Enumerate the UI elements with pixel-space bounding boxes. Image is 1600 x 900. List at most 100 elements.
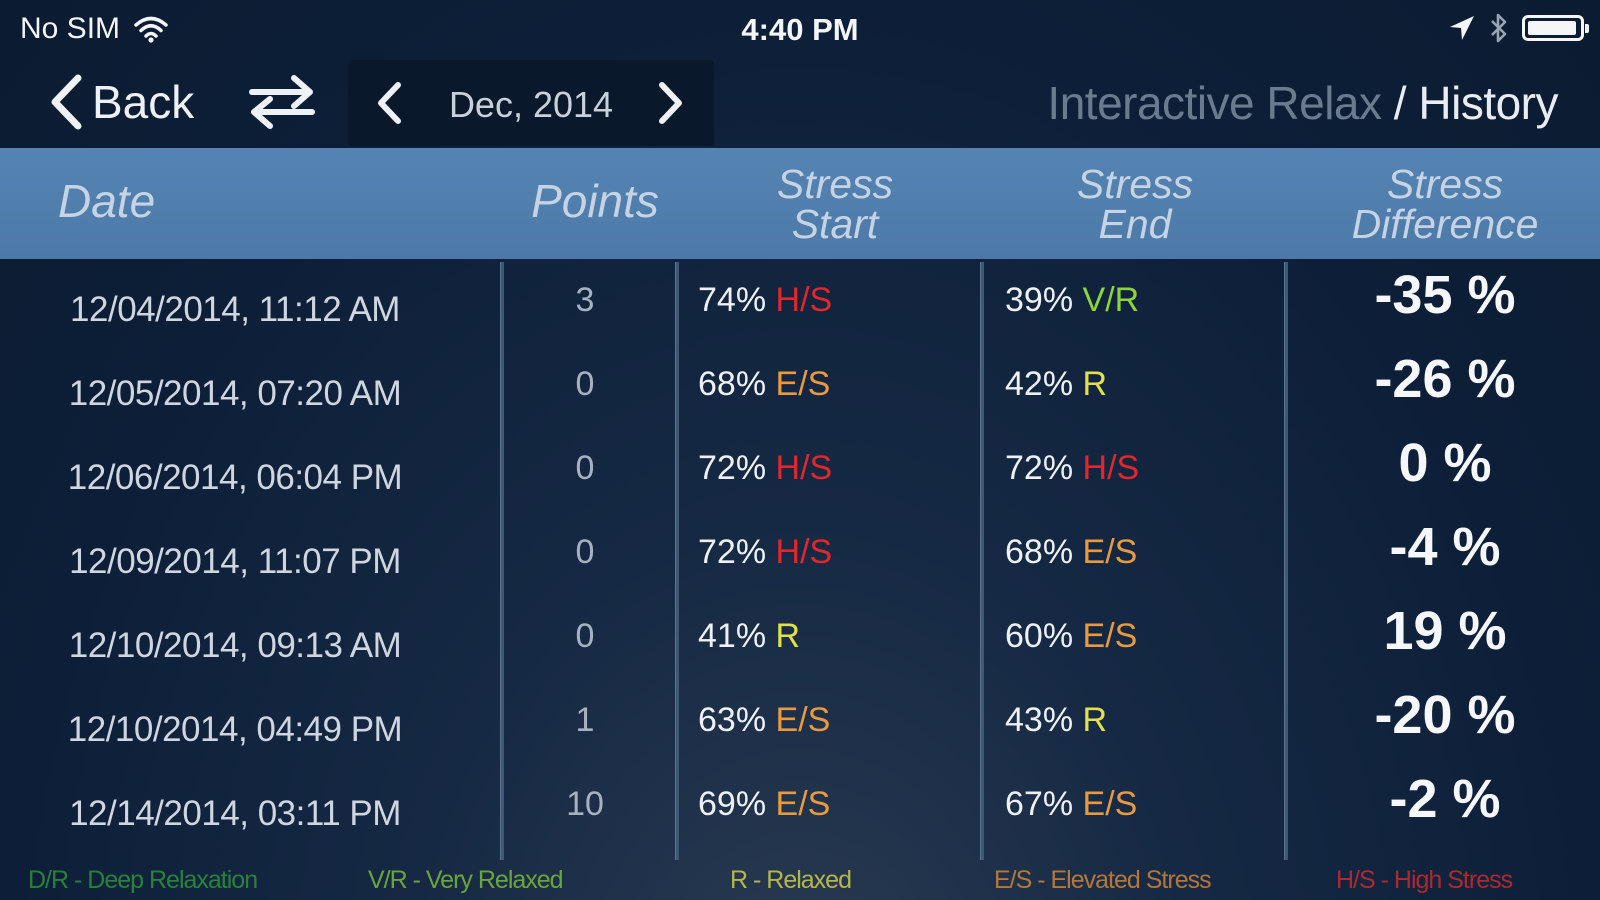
month-label: Dec, 2014 xyxy=(448,84,614,125)
date-cell: 12/06/2014, 06:04 PM xyxy=(67,458,403,497)
stress-start-level: H/S xyxy=(775,533,833,571)
stress-start-cell: 41% R xyxy=(698,594,958,678)
stress-start-pct: 69% xyxy=(698,785,767,823)
location-arrow-icon xyxy=(1450,16,1474,40)
stress-start-pct: 72% xyxy=(698,449,767,487)
table-row[interactable]: 12/14/2014, 03:11 PM 10 69% E/S 67% E/S … xyxy=(0,762,1600,846)
header-stress-difference: Stress Difference xyxy=(1315,164,1575,247)
date-cell: 12/05/2014, 07:20 AM xyxy=(68,374,402,413)
stress-end-cell: 42% R xyxy=(1005,342,1255,426)
status-right xyxy=(1448,12,1589,44)
stress-difference-cell: 0 % xyxy=(1398,433,1492,493)
stress-start-pct: 41% xyxy=(698,617,767,655)
chevron-left-icon xyxy=(378,82,401,124)
stress-end-cell: 72% H/S xyxy=(1005,426,1255,510)
column-divider xyxy=(500,262,504,860)
column-divider xyxy=(1284,262,1288,860)
table-header: Date Points Stress Start Stress End Stre… xyxy=(0,148,1600,259)
stress-difference-cell: -20 % xyxy=(1374,685,1516,745)
stress-end-level: R xyxy=(1082,701,1108,739)
stress-level-legend: D/R - Deep Relaxation V/R - Very Relaxed… xyxy=(0,862,1600,898)
header-stress-start-line2: Start xyxy=(791,201,879,247)
stress-difference-cell: 19 % xyxy=(1383,601,1507,661)
stress-end-cell: 60% E/S xyxy=(1005,594,1255,678)
back-label: Back xyxy=(92,76,195,128)
stress-end-pct: 68% xyxy=(1005,533,1074,571)
stress-difference-cell: -26 % xyxy=(1374,349,1516,409)
stress-end-cell: 43% R xyxy=(1005,678,1255,762)
table-row[interactable]: 12/10/2014, 09:13 AM 0 41% R 60% E/S 19 … xyxy=(0,594,1600,678)
chevron-right-icon xyxy=(659,82,682,124)
status-time: 4:40 PM xyxy=(741,12,859,47)
title-separator: / xyxy=(1381,77,1419,129)
points-cell: 0 xyxy=(575,533,595,571)
stress-end-level: H/S xyxy=(1082,449,1140,487)
points-cell: 10 xyxy=(566,785,604,823)
stress-end-level: R xyxy=(1082,365,1108,403)
header-stress-difference-line2: Difference xyxy=(1351,201,1539,247)
wifi-icon xyxy=(134,16,168,43)
stress-start-level: E/S xyxy=(775,785,831,823)
stress-end-level: E/S xyxy=(1082,617,1138,655)
table-row[interactable]: 12/10/2014, 04:49 PM 1 63% E/S 43% R -20… xyxy=(0,678,1600,762)
stress-start-pct: 68% xyxy=(698,365,767,403)
legend-deep-relaxation: D/R - Deep Relaxation xyxy=(28,866,258,894)
stress-end-pct: 42% xyxy=(1005,365,1074,403)
table-row[interactable]: 12/06/2014, 06:04 PM 0 72% H/S 72% H/S 0… xyxy=(0,426,1600,510)
swap-arrows-button[interactable] xyxy=(246,72,318,132)
stress-end-level: V/R xyxy=(1082,281,1140,319)
stress-start-pct: 72% xyxy=(698,533,767,571)
table-row[interactable]: 12/09/2014, 11:07 PM 0 72% H/S 68% E/S -… xyxy=(0,510,1600,594)
stress-end-pct: 67% xyxy=(1005,785,1074,823)
stress-start-pct: 74% xyxy=(698,281,767,319)
stress-start-cell: 69% E/S xyxy=(698,762,958,846)
points-cell: 3 xyxy=(575,281,595,319)
stress-start-cell: 68% E/S xyxy=(698,342,958,426)
date-cell: 12/04/2014, 11:12 AM xyxy=(70,290,400,329)
legend-relaxed: R - Relaxed xyxy=(730,866,852,894)
bluetooth-icon xyxy=(1491,13,1507,43)
table-row[interactable]: 12/04/2014, 11:12 AM 3 74% H/S 39% V/R -… xyxy=(0,258,1600,342)
header-points: Points xyxy=(531,175,659,227)
stress-difference-cell: -4 % xyxy=(1389,517,1501,577)
swap-arrows-icon xyxy=(249,75,315,129)
table-row[interactable]: 12/05/2014, 07:20 AM 0 68% E/S 42% R -26… xyxy=(0,342,1600,426)
header-stress-start-line1: Stress xyxy=(776,161,894,207)
stress-end-pct: 72% xyxy=(1005,449,1074,487)
stress-end-pct: 60% xyxy=(1005,617,1074,655)
stress-start-cell: 63% E/S xyxy=(698,678,958,762)
stress-difference-cell: -2 % xyxy=(1389,769,1501,829)
back-button[interactable]: Back xyxy=(48,70,194,134)
points-cell: 1 xyxy=(575,701,595,739)
date-cell: 12/09/2014, 11:07 PM xyxy=(69,542,401,581)
title-app: Interactive Relax xyxy=(1047,77,1382,129)
stress-end-cell: 39% V/R xyxy=(1005,258,1255,342)
header-stress-end: Stress End xyxy=(1050,164,1220,247)
date-cell: 12/14/2014, 03:11 PM xyxy=(69,794,401,833)
legend-very-relaxed: V/R - Very Relaxed xyxy=(368,866,564,894)
stress-start-level: R xyxy=(775,617,801,655)
column-divider xyxy=(675,262,679,860)
stress-start-cell: 72% H/S xyxy=(698,510,958,594)
stress-start-cell: 72% H/S xyxy=(698,426,958,510)
screen-title: Interactive Relax / History xyxy=(1047,76,1558,130)
points-cell: 0 xyxy=(575,449,595,487)
stress-end-pct: 39% xyxy=(1005,281,1074,319)
status-bar: No SIM 4:40 PM xyxy=(0,0,1600,58)
stress-start-pct: 63% xyxy=(698,701,767,739)
date-cell: 12/10/2014, 04:49 PM xyxy=(67,710,403,749)
stress-difference-cell: -35 % xyxy=(1374,265,1516,325)
previous-month-button[interactable] xyxy=(368,80,414,126)
header-date: Date xyxy=(58,175,156,227)
stress-end-cell: 67% E/S xyxy=(1005,762,1255,846)
battery-level-fill xyxy=(1528,21,1576,35)
stress-end-pct: 43% xyxy=(1005,701,1074,739)
stress-end-cell: 68% E/S xyxy=(1005,510,1255,594)
stress-end-level: E/S xyxy=(1082,533,1138,571)
title-section: History xyxy=(1418,77,1558,129)
date-cell: 12/10/2014, 09:13 AM xyxy=(68,626,402,665)
header-stress-end-line2: End xyxy=(1098,201,1172,247)
points-cell: 0 xyxy=(575,365,595,403)
next-month-button[interactable] xyxy=(646,80,692,126)
stress-start-level: E/S xyxy=(775,701,831,739)
